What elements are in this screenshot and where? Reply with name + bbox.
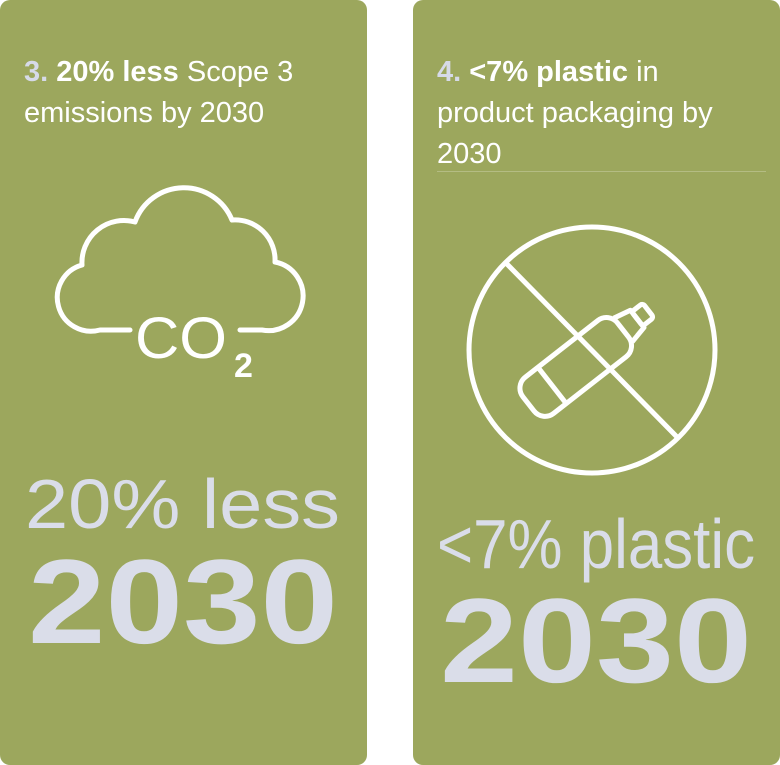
card-number: 4. bbox=[437, 56, 462, 88]
card-text: in product packaging by 2030 bbox=[437, 56, 713, 170]
card-graphic: <7% plastic 2030 bbox=[437, 224, 755, 708]
card-highlight: <7% plastic bbox=[469, 56, 629, 88]
big-year: 2030 bbox=[28, 535, 338, 669]
card: 3. 20% less Scope 3 emissions by 2030 CO… bbox=[0, 0, 367, 765]
cloud-icon bbox=[54, 185, 306, 334]
big-year: 2030 bbox=[440, 574, 752, 708]
icon-text: CO bbox=[135, 306, 227, 371]
card-highlight: 20% less bbox=[56, 56, 179, 88]
card-heading: 3. 20% less Scope 3 emissions by 2030 bbox=[24, 52, 354, 134]
card-heading: 4. <7% plastic in product packaging by 2… bbox=[437, 52, 727, 175]
divider bbox=[437, 171, 766, 172]
icon-subscript: 2 bbox=[234, 347, 253, 385]
big-label: 20% less bbox=[25, 465, 340, 543]
card-number: 3. bbox=[24, 56, 49, 88]
big-label: <7% plastic bbox=[437, 505, 755, 583]
card-text: Scope 3 emissions by 2030 bbox=[24, 56, 294, 129]
card: 4. <7% plastic in product packaging by 2… bbox=[413, 0, 780, 765]
card-graphic: CO 2 20% less 2030 bbox=[25, 185, 340, 669]
no-plastic-icon bbox=[466, 224, 718, 476]
